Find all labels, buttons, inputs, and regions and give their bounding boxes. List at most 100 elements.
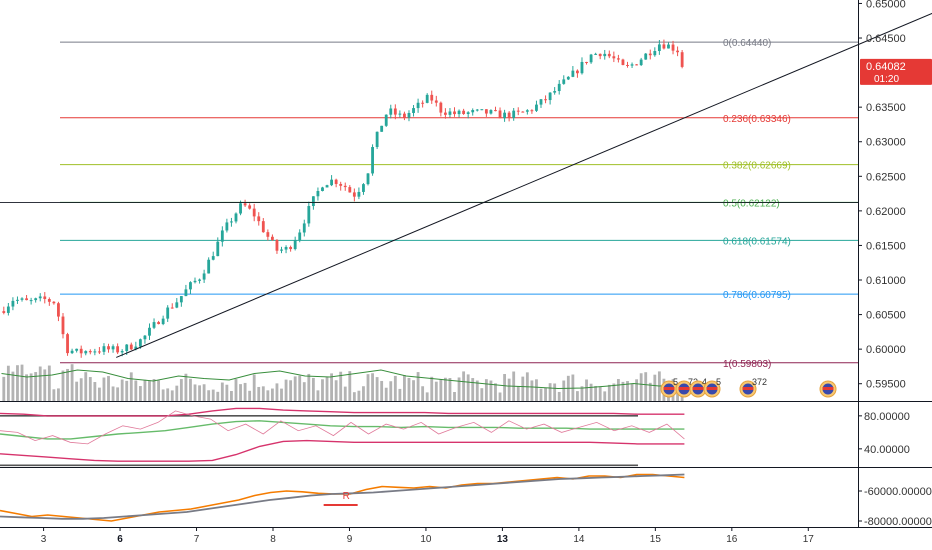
- candle-body[interactable]: [430, 94, 434, 101]
- candle-body[interactable]: [61, 316, 65, 335]
- candle-body[interactable]: [366, 173, 370, 185]
- candle-body[interactable]: [20, 298, 24, 300]
- candle-body[interactable]: [598, 53, 602, 57]
- candle-body[interactable]: [621, 59, 625, 65]
- trendline[interactable]: [116, 0, 932, 358]
- candle-body[interactable]: [11, 300, 15, 307]
- candle-body[interactable]: [398, 113, 402, 115]
- accumulation-pane[interactable]: R: [0, 473, 685, 522]
- candle-body[interactable]: [102, 346, 106, 352]
- candle-body[interactable]: [589, 54, 593, 63]
- candle-body[interactable]: [284, 247, 288, 250]
- candle-body[interactable]: [448, 111, 452, 115]
- candle-body[interactable]: [516, 110, 520, 112]
- candle-body[interactable]: [116, 346, 120, 353]
- candle-body[interactable]: [307, 206, 311, 224]
- candle-body[interactable]: [70, 350, 74, 354]
- candle-body[interactable]: [594, 53, 598, 55]
- candle-body[interactable]: [521, 111, 525, 113]
- candle-body[interactable]: [207, 259, 211, 274]
- candle-body[interactable]: [179, 296, 183, 303]
- candle-body[interactable]: [43, 296, 47, 300]
- candle-body[interactable]: [52, 301, 56, 304]
- candle-body[interactable]: [266, 232, 270, 237]
- candle-body[interactable]: [407, 112, 411, 118]
- candle-body[interactable]: [79, 348, 83, 354]
- candle-body[interactable]: [330, 179, 334, 186]
- candle-body[interactable]: [38, 296, 42, 299]
- candle-body[interactable]: [676, 50, 679, 53]
- candle-body[interactable]: [2, 311, 6, 313]
- candle-body[interactable]: [380, 125, 384, 132]
- candle-body[interactable]: [47, 299, 51, 302]
- candle-body[interactable]: [667, 44, 670, 49]
- candle-body[interactable]: [88, 351, 92, 353]
- candle-body[interactable]: [193, 280, 197, 283]
- candle-body[interactable]: [234, 213, 238, 222]
- event-badge[interactable]: 5: [703, 377, 721, 398]
- candle-body[interactable]: [125, 344, 129, 352]
- candle-body[interactable]: [557, 83, 561, 92]
- candle-body[interactable]: [630, 64, 634, 66]
- candle-body[interactable]: [321, 187, 324, 192]
- candle-body[interactable]: [462, 110, 466, 114]
- candle-body[interactable]: [34, 298, 38, 301]
- candle-body[interactable]: [157, 322, 161, 325]
- candle-body[interactable]: [507, 112, 511, 118]
- candle-body[interactable]: [443, 112, 447, 115]
- candle-body[interactable]: [644, 53, 648, 60]
- candle-body[interactable]: [243, 203, 247, 206]
- candle-body[interactable]: [434, 100, 438, 103]
- candle-body[interactable]: [348, 187, 352, 193]
- candle-body[interactable]: [189, 282, 192, 290]
- candle-body[interactable]: [503, 112, 506, 119]
- candle-body[interactable]: [138, 339, 142, 347]
- candle-body[interactable]: [680, 52, 684, 67]
- candle-body[interactable]: [343, 185, 347, 188]
- candle-body[interactable]: [603, 53, 607, 57]
- candle-body[interactable]: [120, 351, 124, 353]
- candle-body[interactable]: [662, 44, 666, 49]
- oscillator-line[interactable]: [0, 410, 685, 445]
- candle-body[interactable]: [653, 51, 657, 56]
- candle-body[interactable]: [566, 76, 570, 80]
- candle-body[interactable]: [421, 102, 425, 104]
- fibonacci-retracement[interactable]: 0(0.64440) 0.236(0.63346) 0.382(0.62669) 0.…: [60, 38, 858, 370]
- candle-body[interactable]: [585, 61, 588, 63]
- candle-body[interactable]: [471, 110, 475, 113]
- candle-body[interactable]: [439, 102, 443, 113]
- candle-body[interactable]: [166, 307, 170, 319]
- event-badge[interactable]: 5: [660, 377, 678, 398]
- candle-body[interactable]: [457, 110, 461, 115]
- candle-body[interactable]: [571, 70, 575, 77]
- candle-body[interactable]: [143, 335, 147, 340]
- candle-body[interactable]: [357, 191, 361, 197]
- candle-body[interactable]: [548, 92, 552, 101]
- candle-body[interactable]: [512, 110, 516, 118]
- candle-body[interactable]: [66, 334, 69, 354]
- candle-body[interactable]: [134, 346, 138, 350]
- candle-body[interactable]: [270, 236, 274, 240]
- candle-body[interactable]: [616, 58, 620, 60]
- candle-body[interactable]: [671, 44, 675, 51]
- oscillator-pane[interactable]: [0, 407, 685, 467]
- candle-body[interactable]: [371, 147, 374, 174]
- candle-body[interactable]: [657, 44, 661, 52]
- current-price-badge[interactable]: [860, 58, 932, 85]
- candle-body[interactable]: [252, 208, 256, 217]
- candle-body[interactable]: [484, 109, 488, 114]
- candle-body[interactable]: [525, 110, 529, 112]
- candle-body[interactable]: [16, 299, 19, 301]
- candle-body[interactable]: [648, 53, 652, 56]
- candle-body[interactable]: [302, 223, 306, 233]
- candle-body[interactable]: [539, 99, 543, 105]
- candle-body[interactable]: [161, 318, 165, 325]
- candle-body[interactable]: [29, 300, 33, 302]
- candle-body[interactable]: [544, 99, 547, 101]
- candle-body[interactable]: [152, 322, 156, 328]
- candle-body[interactable]: [111, 346, 115, 350]
- event-badge[interactable]: 372: [739, 377, 767, 398]
- candle-body[interactable]: [107, 346, 110, 350]
- candle-body[interactable]: [453, 111, 456, 115]
- candle-body[interactable]: [225, 222, 229, 231]
